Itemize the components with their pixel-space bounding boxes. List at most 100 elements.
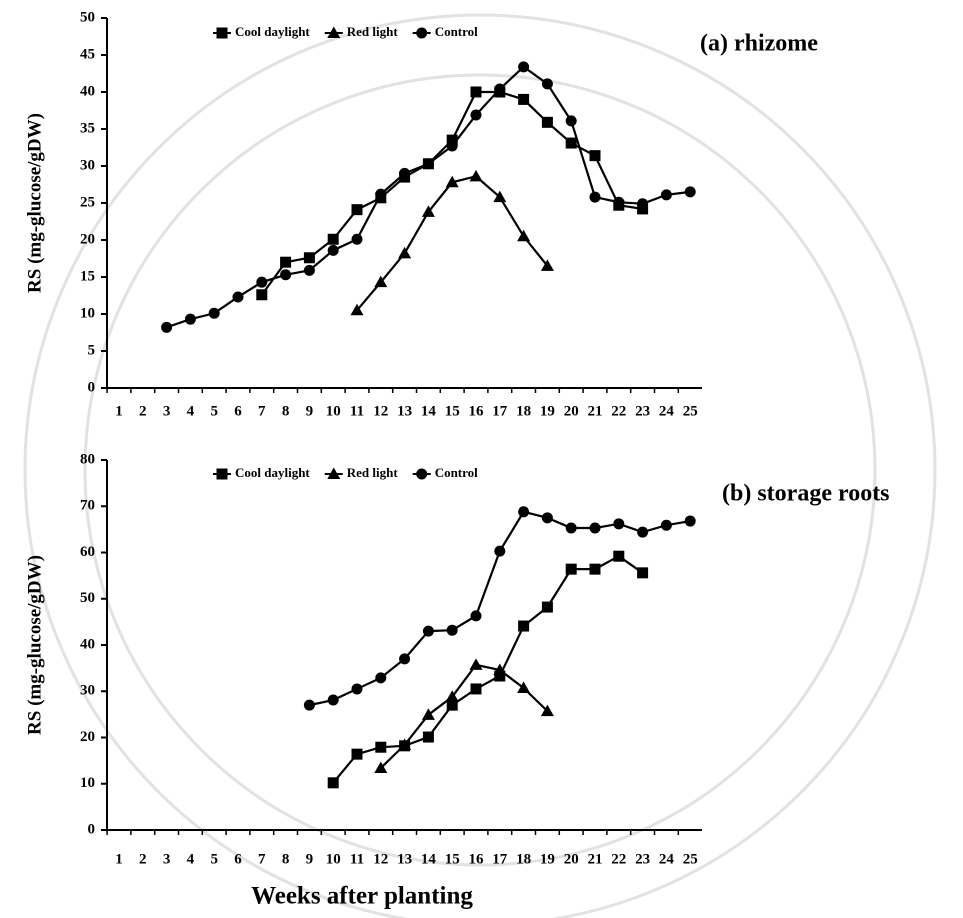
x-tick-label: 2 xyxy=(139,851,147,867)
marker-circle xyxy=(565,115,577,127)
marker-triangle xyxy=(517,229,531,242)
x-tick-label: 23 xyxy=(635,403,650,419)
legend-label: Red light xyxy=(347,465,399,480)
marker-circle xyxy=(589,191,601,203)
x-tick-label: 1 xyxy=(115,403,123,419)
series-line xyxy=(260,90,643,296)
marker-square xyxy=(470,86,482,98)
y-tick-label: 20 xyxy=(80,729,95,745)
marker-square xyxy=(637,567,649,579)
y-tick-label: 45 xyxy=(80,46,95,62)
x-tick-label: 18 xyxy=(516,403,531,419)
marker-triangle xyxy=(469,658,483,670)
marker-circle xyxy=(660,189,672,201)
marker-triangle xyxy=(540,704,554,717)
marker-triangle xyxy=(374,761,388,774)
x-tick-label: 5 xyxy=(210,403,218,419)
x-tick-label: 10 xyxy=(326,403,341,419)
marker-triangle xyxy=(398,738,412,750)
marker-square xyxy=(565,563,577,575)
marker-circle xyxy=(327,244,339,256)
marker-square xyxy=(613,550,625,562)
marker-square xyxy=(589,150,601,162)
legend-label: Cool daylight xyxy=(235,24,310,39)
y-tick-label: 40 xyxy=(80,83,95,99)
marker-circle xyxy=(470,109,482,121)
marker-circle xyxy=(416,468,428,480)
marker-circle xyxy=(280,269,292,281)
watermark xyxy=(23,13,937,918)
x-tick-label: 25 xyxy=(683,851,698,867)
y-tick-label: 50 xyxy=(80,9,95,25)
x-tick-label: 12 xyxy=(373,851,388,867)
marker-circle xyxy=(327,694,339,706)
x-tick-label: 1 xyxy=(115,851,123,867)
x-tick-label: 2 xyxy=(139,403,147,419)
x-tick-label: 7 xyxy=(258,403,266,419)
x-tick-label: 9 xyxy=(306,403,314,419)
marker-circle xyxy=(541,78,553,90)
marker-circle xyxy=(351,233,363,245)
x-tick-label: 17 xyxy=(492,851,508,867)
marker-triangle xyxy=(517,681,531,694)
marker-circle xyxy=(589,522,601,534)
x-tick-label: 21 xyxy=(588,851,603,867)
y-tick-label: 70 xyxy=(80,498,95,514)
chart-title: (b) storage roots xyxy=(722,481,890,507)
x-tick-label: 23 xyxy=(635,851,650,867)
y-tick-label: 20 xyxy=(80,231,95,247)
marker-triangle xyxy=(374,275,388,288)
x-tick-label: 3 xyxy=(163,403,171,419)
marker-circle xyxy=(422,158,434,170)
marker-triangle xyxy=(421,205,435,217)
marker-square xyxy=(303,252,315,264)
marker-square xyxy=(327,777,339,789)
marker-circle xyxy=(303,264,315,276)
marker-square xyxy=(375,741,387,753)
marker-square xyxy=(422,731,434,743)
marker-circle xyxy=(494,83,506,95)
marker-triangle xyxy=(469,169,483,182)
x-tick-label: 13 xyxy=(397,403,412,419)
x-tick-label: 4 xyxy=(187,851,195,867)
x-tick-label: 12 xyxy=(373,403,388,419)
marker-circle xyxy=(613,518,625,530)
marker-circle xyxy=(518,506,530,518)
marker-square xyxy=(216,27,228,39)
y-tick-label: 25 xyxy=(80,194,95,210)
x-axis-label: Weeks after planting xyxy=(251,883,473,910)
marker-circle xyxy=(660,519,672,531)
x-tick-label: 8 xyxy=(282,851,290,867)
marker-circle xyxy=(399,653,411,665)
marker-circle xyxy=(256,276,268,288)
marker-circle xyxy=(161,321,173,333)
marker-square xyxy=(256,289,268,301)
marker-circle xyxy=(184,313,196,325)
marker-square xyxy=(446,134,458,146)
marker-circle xyxy=(399,167,411,179)
marker-triangle xyxy=(398,246,412,259)
marker-square xyxy=(280,256,292,268)
marker-circle xyxy=(637,526,649,538)
x-tick-label: 20 xyxy=(564,403,579,419)
series-line xyxy=(166,65,691,329)
marker-square xyxy=(518,620,530,632)
marker-triangle xyxy=(327,467,341,479)
chart-title: (a) rhizome xyxy=(700,31,818,57)
y-tick-label: 35 xyxy=(80,120,95,136)
y-tick-label: 0 xyxy=(88,821,96,837)
x-tick-label: 16 xyxy=(469,851,485,867)
y-tick-label: 80 xyxy=(80,451,95,467)
marker-circle xyxy=(446,140,458,152)
marker-circle xyxy=(375,188,387,200)
marker-square xyxy=(216,468,228,480)
marker-circle xyxy=(303,699,315,711)
marker-square xyxy=(446,699,458,711)
marker-circle xyxy=(684,515,696,527)
y-tick-label: 60 xyxy=(80,544,95,560)
x-tick-label: 16 xyxy=(469,403,485,419)
marker-circle xyxy=(422,625,434,637)
marker-square xyxy=(589,563,601,575)
marker-circle xyxy=(351,683,363,695)
